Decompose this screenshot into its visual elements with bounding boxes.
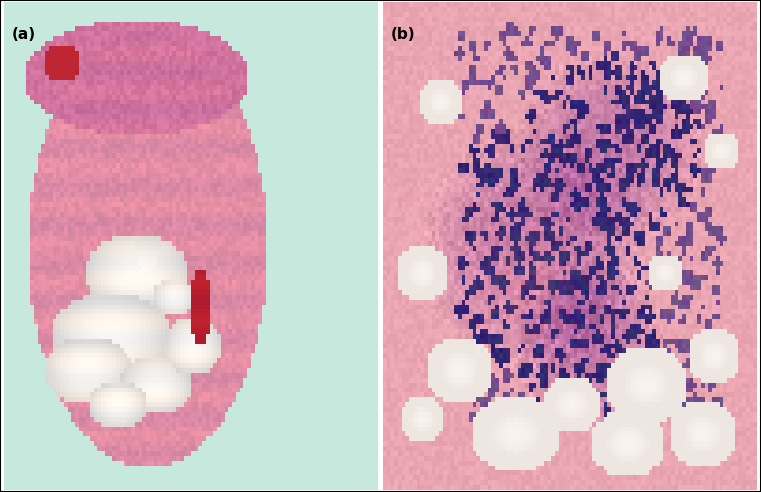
Text: (b): (b) bbox=[391, 27, 416, 42]
Text: (a): (a) bbox=[11, 27, 36, 42]
